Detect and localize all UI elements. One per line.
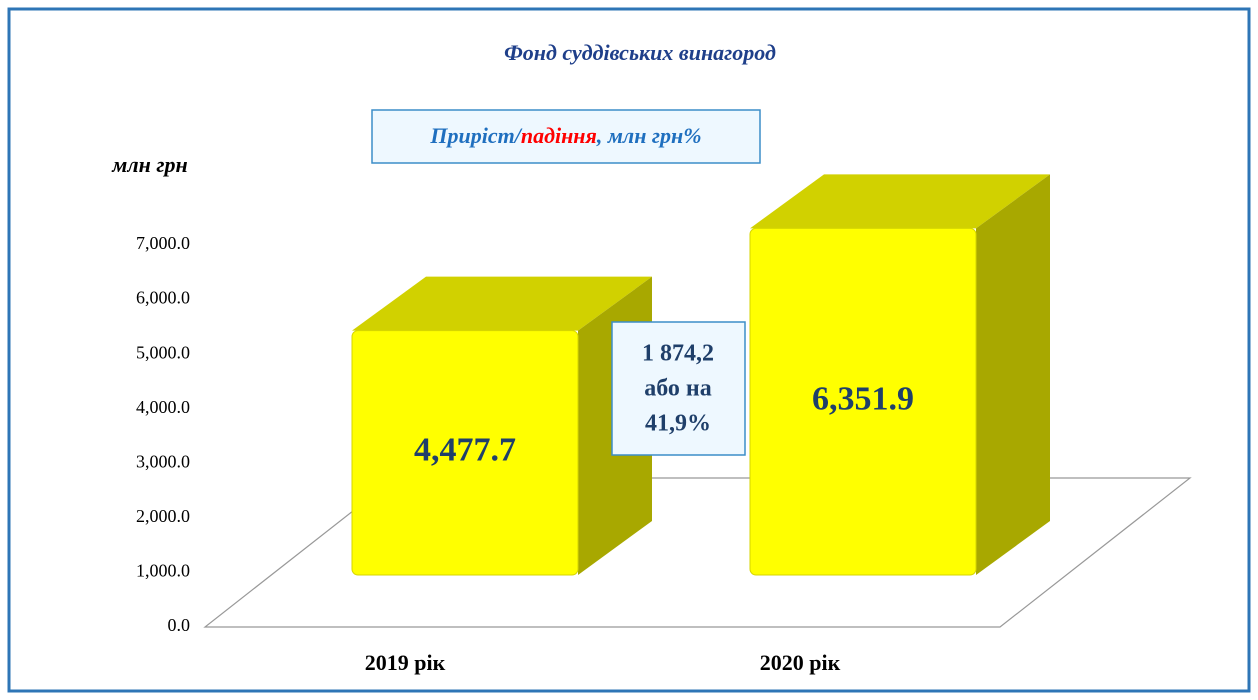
legend-part: , млн грн% bbox=[596, 123, 702, 148]
y-tick-label: 4,000.0 bbox=[136, 397, 190, 417]
y-tick-label: 0.0 bbox=[168, 615, 191, 635]
value-label: 6,351.9 bbox=[812, 380, 914, 417]
annotation-line: 1 874,2 bbox=[642, 341, 714, 367]
floor bbox=[203, 477, 1192, 628]
y-tick-label: 6,000.0 bbox=[136, 288, 190, 308]
x-tick-label: 2020 рік bbox=[760, 650, 841, 675]
chart-title: Фонд суддівських винагород bbox=[504, 40, 776, 65]
y-tick-label: 3,000.0 bbox=[136, 451, 190, 471]
legend-box bbox=[371, 109, 761, 164]
bar bbox=[351, 330, 579, 576]
annotation-line: або на bbox=[644, 376, 712, 402]
y-tick-label: 1,000.0 bbox=[136, 561, 190, 581]
y-tick-label: 2,000.0 bbox=[136, 506, 190, 526]
bar-side bbox=[976, 174, 1050, 575]
legend-part: Приріст/ bbox=[429, 123, 522, 148]
y-tick-label: 7,000.0 bbox=[136, 233, 190, 253]
bar-top bbox=[352, 276, 652, 331]
y-tick-label: 5,000.0 bbox=[136, 342, 190, 362]
bar-top bbox=[750, 174, 1050, 229]
value-label: 4,477.7 bbox=[414, 432, 516, 469]
legend: Приріст/падіння, млн грн% bbox=[429, 123, 701, 148]
y-axis-label: млн грн bbox=[111, 152, 187, 177]
bar bbox=[749, 227, 977, 576]
legend-part: падіння bbox=[521, 123, 597, 148]
annotation-box bbox=[611, 321, 746, 456]
annotation-line: 41,9% bbox=[645, 411, 711, 437]
x-tick-label: 2019 рік bbox=[365, 650, 446, 675]
